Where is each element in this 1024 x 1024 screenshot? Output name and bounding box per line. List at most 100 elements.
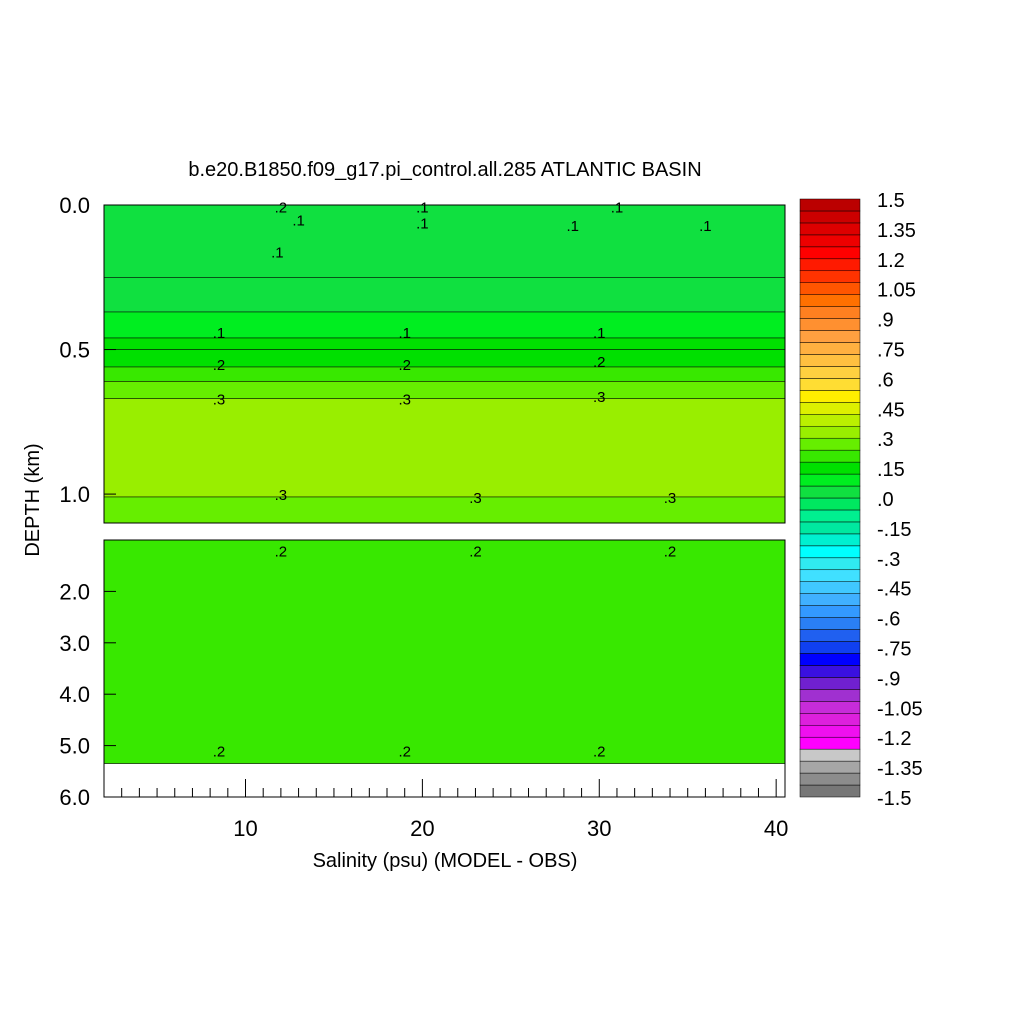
- colorbar-swatch: [799, 772, 861, 786]
- colorbar-label: -.45: [877, 579, 911, 601]
- colorbar-swatch: [799, 449, 861, 463]
- colorbar-label: .45: [877, 399, 905, 421]
- colorbar-swatch: [799, 665, 861, 678]
- y-tick-label: 1.0: [59, 482, 90, 507]
- colorbar-label: -.3: [877, 549, 900, 571]
- colorbar-swatch: [799, 724, 861, 738]
- colorbar-label: -1.35: [877, 758, 923, 780]
- field-band: [104, 496, 785, 523]
- y-tick-label: 0.0: [59, 193, 90, 218]
- colorbar-swatch: [799, 378, 861, 391]
- colorbar-label: .3: [877, 429, 894, 451]
- colorbar-swatch: [799, 784, 861, 798]
- colorbar-swatch: [799, 390, 861, 403]
- chart-title: b.e20.B1850.f09_g17.pi_control.all.285 A…: [188, 159, 701, 181]
- field-band: [104, 540, 785, 764]
- contour-label: .1: [593, 325, 606, 342]
- contour-label: .2: [275, 199, 288, 216]
- colorbar-swatch: [799, 366, 861, 379]
- colorbar-labels: 1.5 1.35 1.2 1.05 .9 .75 .6 .45 .3 .15 .0 -.15 -.3 -.…: [877, 190, 923, 810]
- upper-contour-labels: .2.1.1.1.1.1.1.1.1.1.1.2.2.2.3.3.3.3.3.3: [213, 199, 712, 507]
- field-band: [104, 277, 785, 312]
- colorbar-swatch: [799, 198, 861, 212]
- colorbar-swatch: [799, 210, 861, 224]
- contour-label: .3: [593, 389, 606, 406]
- colorbar-swatch: [799, 713, 861, 726]
- colorbar-swatch: [799, 318, 861, 331]
- colorbar-swatch: [799, 701, 861, 714]
- colorbar-swatch: [799, 342, 861, 355]
- y-tick-label: 5.0: [59, 734, 90, 759]
- colorbar-swatch: [799, 246, 861, 260]
- colorbar-swatch: [799, 461, 861, 475]
- colorbar-label: -1.05: [877, 698, 923, 720]
- field-band: [104, 366, 785, 382]
- contour-label: .2: [664, 543, 677, 560]
- colorbar-swatch: [799, 629, 861, 642]
- colorbar-swatch: [799, 402, 861, 415]
- contour-label: .3: [213, 392, 226, 409]
- colorbar-swatch: [799, 437, 861, 451]
- colorbar-label: -1.5: [877, 788, 911, 810]
- colorbar-label: 1.35: [877, 220, 916, 242]
- colorbar-swatch: [799, 425, 861, 439]
- lower-panel-field: [104, 540, 785, 764]
- colorbar-label: 1.2: [877, 250, 905, 272]
- colorbar-label: -1.2: [877, 728, 911, 750]
- colorbar-label: 1.05: [877, 280, 916, 302]
- y-tick-label: 2.0: [59, 579, 90, 604]
- x-tick-label: 10: [233, 816, 257, 841]
- colorbar-swatch: [799, 581, 861, 594]
- colorbar-swatch: [799, 473, 861, 487]
- colorbar-swatch: [799, 354, 861, 367]
- colorbar-label: .6: [877, 369, 894, 391]
- colorbar-label: -.9: [877, 668, 900, 690]
- contour-label: .1: [271, 244, 284, 261]
- x-tick-label: 40: [764, 816, 788, 841]
- contour-label: .3: [469, 490, 482, 507]
- x-tick-label: 30: [587, 816, 611, 841]
- y-tick-label: 0.5: [59, 338, 90, 363]
- contour-label: .2: [275, 543, 288, 560]
- field-band: [104, 337, 785, 350]
- colorbar-swatch: [799, 414, 861, 427]
- y-axis-label: DEPTH (km): [22, 443, 44, 556]
- lower-panel-frame: [103, 539, 786, 798]
- contour-label: .1: [611, 199, 624, 216]
- contour-label: .1: [699, 218, 712, 235]
- y-tick-label: 4.0: [59, 682, 90, 707]
- colorbar-swatch: [799, 306, 861, 319]
- upper-y-axis: 0.0 0.5 1.0: [59, 193, 116, 507]
- contour-label: .3: [275, 487, 288, 504]
- contour-label: .2: [213, 744, 226, 761]
- colorbar-swatch: [799, 222, 861, 236]
- x-axis-label: Salinity (psu) (MODEL - OBS): [313, 850, 578, 872]
- colorbar-label: .15: [877, 459, 905, 481]
- contour-label: .2: [593, 744, 606, 761]
- field-band: [104, 398, 785, 497]
- upper-panel: .2.1.1.1.1.1.1.1.1.1.1.2.2.2.3.3.3.3.3.3…: [59, 193, 786, 524]
- colorbar-swatch: [799, 234, 861, 248]
- colorbar-swatch: [799, 689, 861, 702]
- field-band: [104, 205, 785, 278]
- colorbar-swatch: [799, 497, 861, 511]
- colorbar-swatch: [799, 593, 861, 606]
- x-tick-label: 20: [410, 816, 434, 841]
- contour-label: .2: [593, 354, 606, 371]
- colorbar-label: 1.5: [877, 190, 905, 212]
- colorbar-swatch: [799, 545, 861, 559]
- colorbar-swatch: [799, 294, 861, 307]
- field-band: [104, 381, 785, 399]
- field-band: [104, 311, 785, 338]
- colorbar-swatch: [799, 270, 861, 283]
- contour-label: .1: [213, 325, 226, 342]
- colorbar-label: -.15: [877, 519, 911, 541]
- x-axis: 10 20 30 40: [121, 779, 788, 841]
- colorbar: [799, 198, 861, 798]
- contour-label: .2: [213, 357, 226, 374]
- colorbar-swatch: [799, 282, 861, 295]
- contour-label: .1: [566, 218, 579, 235]
- colorbar-swatch: [799, 677, 861, 690]
- colorbar-swatch: [799, 533, 861, 547]
